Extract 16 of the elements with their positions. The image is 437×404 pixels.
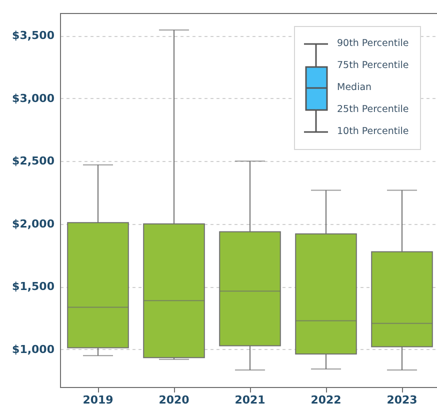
y-tick-label: $2,500	[12, 154, 55, 168]
annotation: 10th Percentile	[337, 126, 409, 138]
x-tick-label: 2020	[158, 394, 190, 404]
x-tick-label: 2021	[234, 394, 266, 404]
y-tick-label: $3,500	[12, 29, 55, 42]
annotation: 75th Percentile	[337, 60, 409, 72]
y-tick-label: $1,500	[12, 280, 55, 294]
x-tick-label: 2022	[310, 394, 342, 404]
x-tick-label: 2023	[386, 394, 418, 404]
x-tick-label: 2019	[82, 394, 114, 404]
y-tick-label: $1,000	[12, 342, 55, 356]
annotation: Median	[337, 82, 372, 94]
y-tick-label: $2,000	[12, 217, 55, 230]
y-tick-label: $3,000	[12, 92, 55, 105]
annotation: 90th Percentile	[337, 38, 409, 50]
annotation: 25th Percentile	[337, 104, 409, 116]
